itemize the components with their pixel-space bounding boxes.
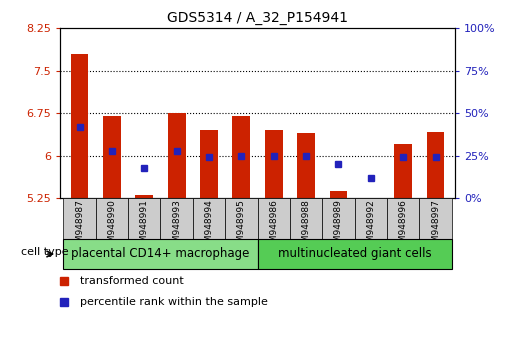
Bar [200, 130, 218, 198]
Text: GSM948989: GSM948989 [334, 199, 343, 254]
Bar [96, 198, 128, 239]
Bar [161, 198, 193, 239]
Bar [233, 116, 251, 198]
Bar [103, 116, 121, 198]
Bar [394, 144, 412, 198]
Bar [135, 195, 153, 198]
Bar [265, 130, 282, 198]
Text: multinucleated giant cells: multinucleated giant cells [278, 247, 431, 261]
Bar [387, 198, 419, 239]
Text: GSM948995: GSM948995 [237, 199, 246, 254]
Text: transformed count: transformed count [80, 276, 184, 286]
Text: GSM948987: GSM948987 [75, 199, 84, 254]
Text: cell type: cell type [21, 247, 69, 257]
Text: GSM948996: GSM948996 [399, 199, 408, 254]
Bar [257, 198, 290, 239]
Text: GSM948993: GSM948993 [172, 199, 181, 254]
Text: GSM948990: GSM948990 [107, 199, 117, 254]
Title: GDS5314 / A_32_P154941: GDS5314 / A_32_P154941 [167, 11, 348, 24]
Bar [63, 198, 96, 239]
Text: GSM948994: GSM948994 [204, 199, 213, 254]
Text: GSM948997: GSM948997 [431, 199, 440, 254]
Bar [419, 198, 452, 239]
Bar [225, 198, 258, 239]
Text: placental CD14+ macrophage: placental CD14+ macrophage [71, 247, 249, 261]
Text: GSM948988: GSM948988 [302, 199, 311, 254]
Text: GSM948991: GSM948991 [140, 199, 149, 254]
Bar [297, 133, 315, 198]
Bar [128, 198, 161, 239]
Bar [362, 198, 380, 200]
Bar [168, 113, 186, 198]
Bar [257, 239, 452, 269]
Bar [71, 54, 88, 198]
Bar [329, 191, 347, 198]
Bar [322, 198, 355, 239]
Bar [193, 198, 225, 239]
Bar [63, 239, 258, 269]
Text: percentile rank within the sample: percentile rank within the sample [80, 297, 268, 307]
Bar [427, 132, 445, 198]
Bar [355, 198, 387, 239]
Bar [290, 198, 322, 239]
Text: GSM948992: GSM948992 [366, 199, 376, 254]
Text: GSM948986: GSM948986 [269, 199, 278, 254]
